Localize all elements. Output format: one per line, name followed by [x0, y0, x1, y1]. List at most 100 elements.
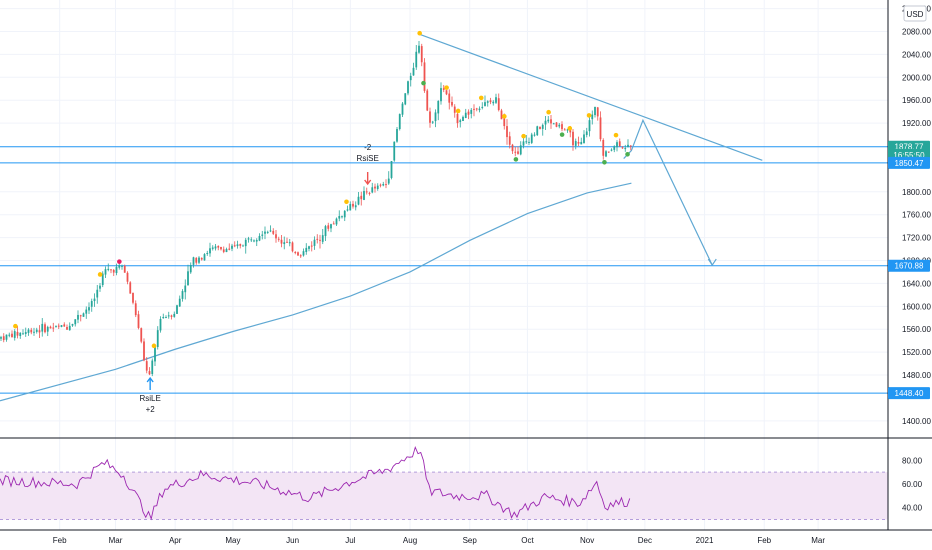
candle-body [16, 331, 19, 336]
candle-body [88, 307, 90, 311]
candle-body [211, 247, 214, 249]
rsi-axis[interactable]: 80.00 60.00 40.00 [902, 456, 923, 512]
candle-body [277, 238, 280, 240]
candle-body [145, 361, 148, 371]
price-tick-label: 2000.00 [902, 73, 931, 82]
candle-body [99, 285, 101, 289]
candle-body [90, 301, 93, 307]
currency-button[interactable] [903, 5, 927, 22]
candle-body [71, 324, 74, 326]
candle-body [517, 151, 519, 154]
candle-body [409, 75, 412, 81]
candle-body [385, 184, 387, 186]
candle-body [173, 313, 176, 317]
candle-body [77, 314, 79, 320]
candle-body [305, 247, 308, 253]
price-tag [888, 156, 930, 169]
trendline[interactable] [419, 33, 763, 161]
horizontal-levels[interactable] [0, 146, 888, 394]
candle-body [610, 149, 613, 151]
candle-body [525, 141, 528, 143]
candle-body [602, 139, 605, 156]
grid-lines [0, 0, 888, 530]
candle-body [52, 327, 55, 329]
candle-body [308, 246, 310, 249]
candle-body [572, 131, 574, 146]
signal-dot [559, 132, 565, 137]
candle-body [429, 111, 431, 123]
candle-body [269, 230, 272, 232]
candle-body [189, 265, 192, 273]
signal-dot [417, 30, 422, 36]
candle-body [60, 325, 63, 327]
price-tag-label: 1850.47 [895, 159, 924, 168]
candle-body [104, 269, 107, 275]
candle-body [275, 234, 277, 239]
candle-body [126, 272, 129, 282]
candle-body [412, 67, 415, 76]
candle-body [473, 108, 475, 110]
candle-body [27, 329, 30, 333]
candle-body [475, 108, 478, 110]
candle-body [222, 249, 225, 252]
candle-body [55, 326, 57, 328]
candle-body [346, 209, 349, 211]
candle-body [68, 325, 71, 331]
candle-body [627, 144, 629, 148]
candle-body [434, 112, 437, 122]
candle-body [233, 245, 236, 247]
price-tick-label: 1960.00 [902, 96, 931, 105]
candle-body [38, 330, 41, 333]
candle-body [2, 336, 5, 341]
candle-body [79, 315, 82, 317]
candle-body [453, 106, 456, 113]
time-axis[interactable]: Feb Mar Apr May Jun Jul Aug Sep Oct Nov Dec 2021 Feb… [53, 536, 826, 545]
candle-body [459, 120, 462, 123]
candle-body [514, 151, 517, 153]
candle-body [272, 230, 275, 234]
candle-body [24, 332, 27, 334]
candle-body [200, 257, 203, 260]
candle-body [82, 313, 85, 317]
candle-body [374, 186, 376, 189]
candle-body [550, 119, 552, 124]
candle-body [203, 254, 206, 261]
candle-body [332, 223, 335, 225]
candle-body [302, 251, 305, 256]
candle-body [552, 123, 555, 125]
candle-body [591, 114, 594, 120]
candle-body [418, 45, 420, 53]
candle-body [291, 242, 294, 252]
candle-body [528, 141, 530, 143]
candle-body [170, 315, 173, 317]
candle-body [110, 269, 112, 271]
candle-body [354, 205, 357, 208]
price-tag-label: 1878.77 [895, 143, 924, 152]
candle-body [492, 101, 495, 104]
signal-dot [455, 108, 461, 114]
signal-dot [513, 157, 519, 162]
candle-body [379, 184, 382, 186]
time-tick-label: Oct [521, 536, 534, 545]
candle-body [522, 141, 525, 146]
signal-dot [151, 343, 157, 349]
candle-body [547, 119, 550, 122]
candle-body [143, 341, 145, 361]
candle-body [264, 231, 266, 234]
candle-body [519, 145, 522, 155]
signal-dot [478, 95, 484, 101]
candle-body [506, 126, 508, 138]
candle-body [616, 142, 618, 148]
candle-body [239, 244, 242, 246]
signal-dot [546, 109, 551, 115]
candle-body [365, 191, 368, 193]
candle-body [121, 265, 123, 267]
candle-body [530, 134, 533, 143]
annotation-label: +2 [146, 405, 156, 414]
candle-body [192, 257, 195, 265]
candle-body [30, 329, 33, 333]
candle-body [0, 337, 2, 339]
signal-dot [117, 259, 122, 264]
candle-body [299, 255, 302, 257]
